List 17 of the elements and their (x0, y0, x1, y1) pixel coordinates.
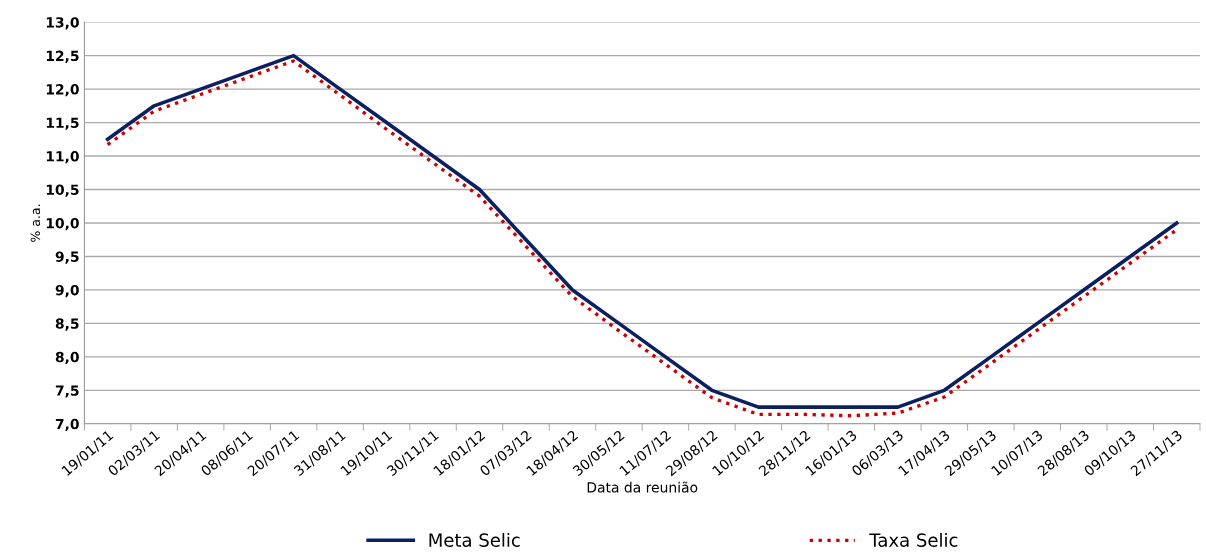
y-axis-title: % a.a. (30, 204, 41, 242)
y-tick-label: 13,0 (46, 17, 79, 30)
y-tick-label: 11,0 (46, 151, 79, 164)
y-tick-label: 11,5 (46, 117, 79, 130)
y-tick-label: 10,0 (46, 217, 79, 231)
y-tick-label: 12,0 (46, 84, 79, 97)
y-tick-label: 12,5 (46, 50, 79, 63)
legend-label: Taxa Selic (869, 532, 958, 547)
y-tick-label: 7,0 (55, 418, 79, 432)
y-tick-label: 9,0 (55, 284, 79, 298)
x-axis-title: Data da reunião (587, 481, 698, 493)
y-tick-label: 8,5 (55, 318, 79, 331)
y-tick-label: 8,0 (55, 351, 79, 365)
y-tick-label: 7,5 (55, 385, 79, 398)
y-tick-label: 9,5 (55, 251, 79, 264)
y-tick-label: 10,5 (46, 184, 79, 197)
legend-label: Meta Selic (429, 532, 520, 547)
